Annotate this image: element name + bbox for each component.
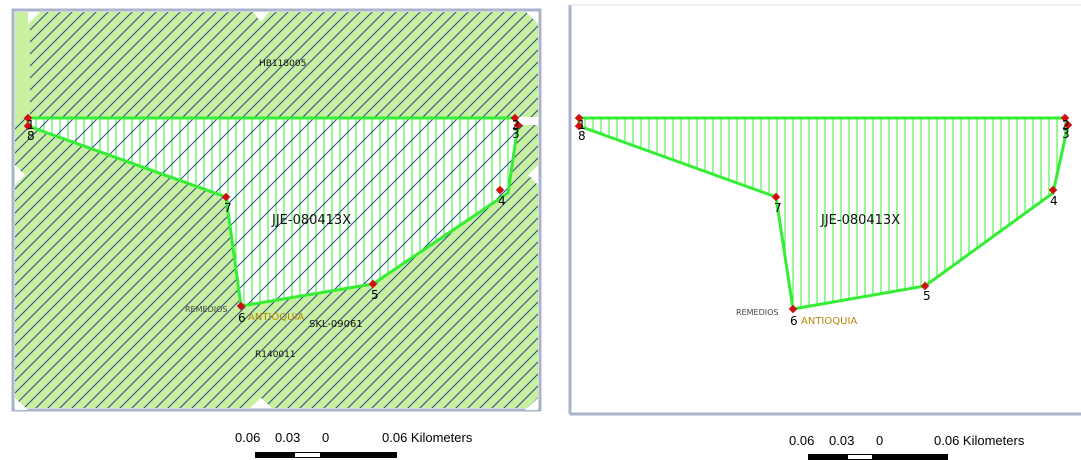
corner-marker-tr bbox=[526, 12, 538, 24]
right-gap bbox=[518, 117, 538, 125]
adjacent-parcel-label: SKL-09061 bbox=[309, 319, 363, 330]
vertex-label-8: 8 bbox=[578, 129, 586, 143]
edge-marker-top bbox=[253, 12, 269, 22]
top-parcel-label: HB118005 bbox=[259, 59, 306, 69]
scale-tick-0: 0.06 bbox=[789, 433, 815, 448]
department-label: ANTIOQUIA bbox=[801, 316, 857, 327]
parcel-id-label: JJE-080413X bbox=[820, 213, 900, 228]
vertex-label-5: 5 bbox=[923, 289, 931, 303]
corner-marker-tl bbox=[28, 12, 40, 24]
top-left-strip bbox=[15, 12, 30, 117]
municipality-label: REMEDIOS bbox=[185, 305, 227, 314]
vertex-label-7: 7 bbox=[774, 201, 782, 215]
map-frame bbox=[11, 8, 542, 412]
scale-end-label: 0.06 Kilometers bbox=[382, 430, 473, 445]
scale-tick-0: 0.06 bbox=[235, 430, 261, 445]
vertex-label-6: 6 bbox=[238, 311, 246, 325]
vertex-label-8: 8 bbox=[27, 129, 35, 143]
vertex-label-3: 3 bbox=[1062, 127, 1070, 141]
municipality-label: REMEDIOS bbox=[736, 308, 778, 317]
vertex-label-3: 3 bbox=[512, 127, 520, 141]
scale-tick-1: 0.03 bbox=[275, 430, 301, 445]
department-label: ANTIOQUIA bbox=[248, 312, 304, 323]
right-map-panel[interactable]: 1 8 2 3 4 5 6 7 JJE-080413X REMEDIOS ANT… bbox=[565, 0, 1081, 420]
corner-marker-br bbox=[525, 398, 538, 410]
vertex-label-4: 4 bbox=[1050, 194, 1058, 208]
scale-tick-2: 0 bbox=[322, 430, 330, 445]
bottom-parcel-label: R140011 bbox=[255, 350, 296, 360]
vertex-label-7: 7 bbox=[224, 201, 232, 215]
scale-bar bbox=[808, 454, 948, 460]
right-map-canvas[interactable]: 1 8 2 3 4 5 6 7 JJE-080413X REMEDIOS ANT… bbox=[565, 0, 1081, 420]
left-map-canvas[interactable]: 1 8 2 3 4 5 6 7 JJE-080413X HB118005 R14… bbox=[0, 0, 545, 420]
scale-end-label: 0.06 Kilometers bbox=[934, 433, 1025, 448]
vertex-label-1: 1 bbox=[578, 118, 586, 132]
vertex-label-6: 6 bbox=[790, 314, 798, 328]
scale-tick-1: 0.03 bbox=[829, 433, 855, 448]
parcel-id-label: JJE-080413X bbox=[271, 213, 351, 228]
vertex-label-1: 1 bbox=[27, 118, 35, 132]
edge-marker-right bbox=[528, 165, 538, 185]
vertex-label-4: 4 bbox=[498, 194, 506, 208]
corner-marker-bl bbox=[15, 398, 28, 410]
edge-marker-bottom bbox=[250, 398, 272, 408]
scale-tick-2: 0 bbox=[876, 433, 884, 448]
left-map-panel[interactable]: 1 8 2 3 4 5 6 7 JJE-080413X HB118005 R14… bbox=[0, 0, 545, 420]
scale-bar bbox=[255, 452, 397, 458]
vertex-label-2: 2 bbox=[512, 118, 520, 132]
edge-marker-left bbox=[15, 165, 25, 185]
vertex-label-2: 2 bbox=[1062, 118, 1070, 132]
vertex-label-5: 5 bbox=[371, 288, 379, 302]
